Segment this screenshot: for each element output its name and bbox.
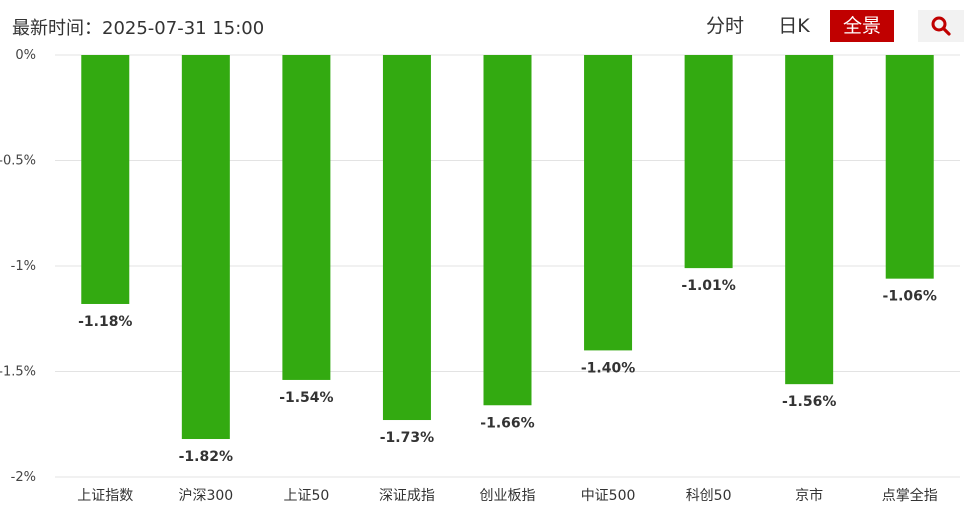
tab-daily-k[interactable]: 日K (778, 15, 810, 37)
x-tick-label: 上证50 (283, 488, 329, 504)
y-tick-label: -1% (11, 259, 36, 274)
data-label: -1.06% (883, 289, 937, 305)
chart-header: 最新时间：2025-07-31 15:00 分时 日K 全景 (0, 0, 969, 50)
x-tick-label: 点掌全指 (882, 487, 938, 504)
x-tick-label: 上证指数 (77, 488, 133, 504)
tab-minute[interactable]: 分时 (705, 15, 744, 37)
bar (785, 55, 834, 385)
bar (684, 55, 733, 269)
data-label: -1.18% (78, 314, 132, 330)
data-label: -1.66% (480, 415, 534, 431)
bar (885, 55, 934, 279)
data-label: -1.40% (581, 360, 635, 376)
bar (382, 55, 431, 421)
data-label: -1.54% (279, 390, 333, 406)
data-label: -1.73% (380, 430, 434, 446)
y-tick-label: -2% (11, 470, 36, 485)
y-tick-label: -0.5% (0, 154, 36, 169)
data-label: -1.01% (681, 278, 735, 294)
bar (483, 55, 532, 406)
bar (81, 55, 130, 304)
search-icon (931, 16, 951, 36)
x-tick-label: 创业板指 (480, 488, 536, 504)
tab-panorama[interactable]: 全景 (830, 10, 894, 42)
bar (181, 55, 230, 440)
update-time: 最新时间：2025-07-31 15:00 (12, 18, 265, 39)
y-tick-label: -1.5% (0, 365, 36, 380)
data-label: -1.56% (782, 394, 836, 410)
x-tick-label: 中证500 (581, 488, 636, 504)
x-tick-label: 沪深300 (178, 488, 233, 504)
x-tick-label: 深证成指 (379, 488, 435, 504)
x-tick-label: 科创50 (686, 488, 732, 504)
search-button[interactable] (918, 10, 964, 42)
bar (282, 55, 331, 380)
y-tick-label: 0% (15, 48, 36, 63)
data-label: -1.82% (179, 449, 233, 465)
bar (584, 55, 633, 351)
x-tick-label: 京市 (795, 487, 823, 504)
